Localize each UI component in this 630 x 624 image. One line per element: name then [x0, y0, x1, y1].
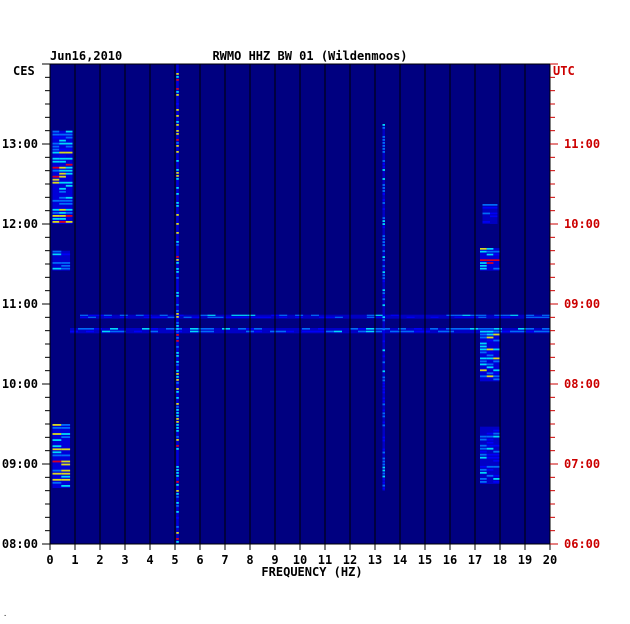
- x-tick-label: 7: [221, 553, 228, 567]
- right-time-label: 06:00: [564, 537, 600, 551]
- left-time-label: 13:00: [2, 137, 38, 151]
- left-time-label: 09:00: [2, 457, 38, 471]
- x-axis-label: FREQUENCY (HZ): [261, 565, 362, 579]
- x-tick-label: 16: [443, 553, 457, 567]
- x-tick-label: 14: [393, 553, 407, 567]
- left-time-label: 10:00: [2, 377, 38, 391]
- right-time-label: 08:00: [564, 377, 600, 391]
- left-time-label: 11:00: [2, 297, 38, 311]
- x-tick-label: 5: [171, 553, 178, 567]
- spectral-feature: [480, 426, 500, 484]
- left-time-label: 08:00: [2, 537, 38, 551]
- spectral-feature: [52, 424, 71, 488]
- chart-date: Jun16,2010: [50, 49, 122, 63]
- x-tick-label: 18: [493, 553, 507, 567]
- x-tick-label: 13: [368, 553, 382, 567]
- x-tick-label: 20: [543, 553, 557, 567]
- spectral-feature: [70, 328, 550, 334]
- x-tick-label: 17: [468, 553, 482, 567]
- spectral-feature: [176, 64, 179, 544]
- spectral-feature: [482, 204, 498, 224]
- spectral-feature: [480, 248, 500, 271]
- x-tick-label: 11: [318, 553, 332, 567]
- x-tick-label: 3: [121, 553, 128, 567]
- frequency-gridlines: [74, 64, 526, 544]
- right-time-label: 10:00: [564, 217, 600, 231]
- left-time-axis: 13:00 12:00 11:00 10:00 09:00 08:00: [2, 63, 50, 551]
- right-axis-label: UTC: [553, 64, 575, 78]
- x-tick-label: 0: [46, 553, 53, 567]
- spectral-feature: [382, 124, 385, 491]
- right-time-label: 11:00: [564, 137, 600, 151]
- spectral-features: [52, 64, 550, 544]
- x-tick-label: 8: [246, 553, 253, 567]
- x-tick-label: 2: [96, 553, 103, 567]
- corner-mark: .: [3, 610, 7, 618]
- x-axis: 0 1 2 3 4 5 6 7 8 9 10 11 12 13 14 15 16 17 18 19 20: [46, 544, 557, 567]
- x-tick-label: 4: [146, 553, 153, 567]
- spectral-feature: [52, 130, 73, 224]
- x-tick-label: 12: [343, 553, 357, 567]
- spectral-feature: [480, 330, 500, 382]
- right-time-label: 09:00: [564, 297, 600, 311]
- x-tick-label: 9: [271, 553, 278, 567]
- right-time-axis: 11:00 10:00 09:00 08:00 07:00 06:00: [550, 63, 600, 551]
- left-time-label: 12:00: [2, 217, 38, 231]
- x-tick-label: 6: [196, 553, 203, 567]
- chart-title: RWMO HHZ BW 01 (Wildenmoos): [212, 49, 407, 63]
- right-time-label: 07:00: [564, 457, 600, 471]
- left-axis-label: CES: [13, 64, 35, 78]
- x-tick-label: 1: [71, 553, 78, 567]
- x-tick-label: 19: [518, 553, 532, 567]
- spectral-feature: [80, 314, 550, 319]
- x-tick-label: 15: [418, 553, 432, 567]
- spectral-feature: [52, 250, 71, 271]
- x-tick-label: 10: [293, 553, 307, 567]
